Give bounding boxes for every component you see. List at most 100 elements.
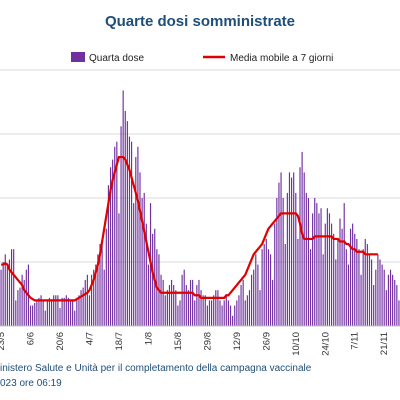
bar xyxy=(175,290,177,326)
bar xyxy=(240,285,242,326)
bar xyxy=(223,300,225,326)
bar xyxy=(339,218,341,326)
bar xyxy=(368,254,371,326)
bar xyxy=(44,310,46,326)
bar xyxy=(297,238,299,326)
bar xyxy=(147,264,149,326)
bar xyxy=(307,198,309,326)
bar xyxy=(124,110,126,327)
bar xyxy=(288,172,291,326)
bar xyxy=(63,297,65,326)
x-tick-label: 29/8 xyxy=(202,332,213,351)
bar xyxy=(261,249,263,326)
bar xyxy=(84,279,86,326)
bar xyxy=(4,254,6,326)
bar xyxy=(242,279,244,326)
bar xyxy=(34,302,36,326)
bar xyxy=(316,203,318,326)
bar xyxy=(236,300,238,326)
bar xyxy=(80,290,82,326)
bar xyxy=(19,287,21,326)
bar xyxy=(164,295,166,326)
bar xyxy=(341,228,343,326)
bar xyxy=(265,238,267,326)
footer-source: inistero Salute e Unità per il completam… xyxy=(0,363,312,374)
bar xyxy=(385,290,387,326)
bar xyxy=(257,264,259,326)
bar xyxy=(219,300,221,326)
x-tick-label: 10/10 xyxy=(291,332,302,356)
bar xyxy=(217,290,219,326)
bar xyxy=(394,279,396,326)
bar xyxy=(160,274,162,326)
bar xyxy=(362,249,364,326)
bar xyxy=(373,285,375,326)
bar xyxy=(267,249,269,326)
bar xyxy=(48,297,51,326)
bar xyxy=(299,167,301,326)
bar xyxy=(343,203,345,326)
chart-title: Quarte dosi somministrate xyxy=(105,13,295,30)
bar-series xyxy=(0,90,400,327)
bar xyxy=(208,300,211,326)
bar xyxy=(204,295,206,326)
bar xyxy=(284,244,286,326)
bar xyxy=(196,285,198,326)
bar xyxy=(11,249,13,326)
bar xyxy=(185,285,187,326)
bar xyxy=(120,126,122,326)
bar xyxy=(23,279,25,326)
bar xyxy=(211,300,213,326)
bar xyxy=(255,254,257,326)
bar xyxy=(29,305,32,326)
bar xyxy=(253,269,255,326)
bar xyxy=(301,151,303,326)
bar xyxy=(76,297,78,326)
bar xyxy=(194,300,196,326)
bar xyxy=(91,274,93,326)
bar xyxy=(276,198,278,326)
bar xyxy=(40,295,42,326)
x-tick-label: 20/6 xyxy=(55,332,66,351)
bar xyxy=(248,290,251,326)
bar xyxy=(398,300,400,326)
bar xyxy=(318,213,320,326)
bar xyxy=(309,249,312,326)
bar xyxy=(396,285,398,326)
bar xyxy=(187,290,189,326)
bar xyxy=(166,290,168,326)
bar xyxy=(356,238,358,326)
bar xyxy=(145,223,147,326)
x-tick-label: 26/9 xyxy=(261,332,272,351)
bar xyxy=(295,192,297,326)
bar xyxy=(293,172,295,326)
bar xyxy=(51,300,53,326)
bar xyxy=(65,295,67,326)
bar xyxy=(171,279,173,326)
bar xyxy=(112,159,114,326)
bar xyxy=(303,172,305,326)
bar xyxy=(366,244,368,326)
bar xyxy=(234,305,236,326)
bar xyxy=(331,223,333,326)
bar xyxy=(97,254,99,326)
legend-label-line: Media mobile a 7 giorni xyxy=(230,53,333,64)
bar xyxy=(278,182,280,326)
bar xyxy=(162,279,164,326)
bar xyxy=(221,305,223,326)
bar xyxy=(305,192,307,326)
bar xyxy=(387,274,389,326)
bar xyxy=(103,269,105,326)
bar xyxy=(8,259,11,326)
bar xyxy=(105,228,107,326)
bar xyxy=(55,295,57,326)
x-tick-labels: 23/5 6/6 20/6 4/7 18/7 1/8 15/8 29/8 12/9 26/9 10/… xyxy=(0,332,390,356)
bar xyxy=(46,300,48,326)
bar xyxy=(232,315,234,326)
bar xyxy=(107,185,109,326)
bar xyxy=(215,290,217,326)
bar xyxy=(61,297,63,326)
bar xyxy=(354,233,356,326)
bar xyxy=(200,290,202,326)
